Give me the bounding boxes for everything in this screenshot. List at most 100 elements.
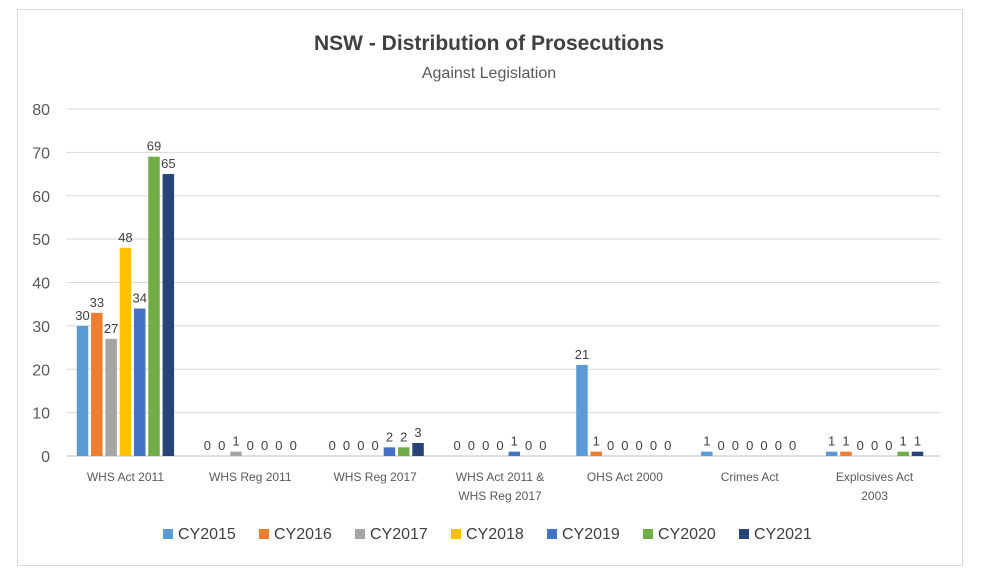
legend-label: CY2020 <box>658 526 716 543</box>
data-label: 0 <box>496 438 503 453</box>
x-tick-label: Crimes Act <box>721 470 780 484</box>
data-label: 0 <box>650 438 657 453</box>
bar <box>840 451 852 456</box>
data-label: 34 <box>132 291 146 306</box>
bar <box>590 451 603 456</box>
chart-frame <box>17 9 963 566</box>
data-label: 1 <box>900 434 907 449</box>
bar <box>508 451 521 456</box>
legend: CY2015 CY2016 CY2017 CY2018 CY2019 CY2020 CY20… <box>163 526 812 543</box>
data-label: 1 <box>842 434 849 449</box>
x-axis-ticks: WHS Act 2011 WHS Reg 2011 WHS Reg 2017 WHS … <box>87 470 914 503</box>
x-tick-label: 2003 <box>861 489 888 503</box>
legend-swatch <box>259 529 269 539</box>
legend-label: CY2017 <box>370 526 428 543</box>
legend-label: CY2018 <box>466 526 524 543</box>
legend-label: CY2021 <box>754 526 812 543</box>
legend-label: CY2016 <box>274 526 332 543</box>
bar <box>105 338 117 456</box>
bars <box>76 156 924 456</box>
data-label: 0 <box>871 438 878 453</box>
data-label: 48 <box>118 230 132 245</box>
data-label: 0 <box>885 438 892 453</box>
bar <box>148 156 160 456</box>
data-label: 27 <box>104 321 118 336</box>
x-tick-label: Explosives Act <box>836 470 914 484</box>
data-label: 3 <box>414 425 421 440</box>
bar <box>897 451 909 456</box>
data-label: 21 <box>575 347 589 362</box>
data-label: 2 <box>400 429 407 444</box>
data-label: 0 <box>775 438 782 453</box>
y-tick-label: 10 <box>32 406 50 423</box>
bar <box>576 364 588 456</box>
data-label: 1 <box>914 434 921 449</box>
bar <box>91 312 103 456</box>
legend-swatch <box>739 529 749 539</box>
data-label: 0 <box>525 438 532 453</box>
x-tick-label: WHS Reg 2017 <box>333 470 417 484</box>
x-tick-label: WHS Act 2011 & <box>456 470 544 484</box>
legend-swatch <box>547 529 557 539</box>
bar <box>701 451 713 456</box>
data-label: 0 <box>664 438 671 453</box>
data-label: 0 <box>621 438 628 453</box>
data-label: 0 <box>539 438 546 453</box>
data-label: 33 <box>90 295 104 310</box>
legend-item: CY2016 <box>259 526 332 543</box>
data-label: 69 <box>147 139 161 154</box>
data-label: 1 <box>593 434 600 449</box>
legend-item: CY2019 <box>547 526 620 543</box>
bar <box>911 451 924 456</box>
legend-swatch <box>163 529 173 539</box>
data-label: 0 <box>357 438 364 453</box>
legend-item: CY2017 <box>355 526 428 543</box>
data-label: 0 <box>218 438 225 453</box>
y-tick-label: 40 <box>32 276 50 293</box>
x-tick-label: WHS Act 2011 <box>87 470 164 484</box>
y-tick-label: 30 <box>32 319 50 336</box>
data-label: 0 <box>343 438 350 453</box>
data-label: 0 <box>717 438 724 453</box>
data-label: 1 <box>511 434 518 449</box>
data-label: 0 <box>636 438 643 453</box>
data-label: 0 <box>204 438 211 453</box>
bar <box>76 325 89 456</box>
legend-swatch <box>355 529 365 539</box>
x-tick-label: WHS Reg 2011 <box>209 470 292 484</box>
data-label: 0 <box>329 438 336 453</box>
data-label: 0 <box>468 438 475 453</box>
y-tick-label: 0 <box>41 449 50 466</box>
gridlines <box>66 108 940 457</box>
legend-label: CY2015 <box>178 526 236 543</box>
legend-swatch <box>643 529 653 539</box>
data-label: 0 <box>261 438 268 453</box>
data-label: 1 <box>828 434 835 449</box>
legend-swatch <box>451 529 461 539</box>
y-tick-label: 60 <box>32 189 50 206</box>
bar <box>119 247 132 456</box>
data-label: 0 <box>760 438 767 453</box>
y-tick-label: 50 <box>32 232 50 249</box>
bar <box>825 451 838 456</box>
bar <box>230 451 242 456</box>
x-tick-label: OHS Act 2000 <box>587 470 663 484</box>
y-tick-label: 70 <box>32 145 50 162</box>
data-label: 0 <box>372 438 379 453</box>
data-label: 0 <box>247 438 254 453</box>
bar <box>162 174 175 456</box>
data-label: 0 <box>453 438 460 453</box>
data-label: 0 <box>746 438 753 453</box>
legend-item: CY2021 <box>739 526 812 543</box>
y-tick-label: 20 <box>32 362 50 379</box>
legend-item: CY2020 <box>643 526 716 543</box>
data-label: 0 <box>607 438 614 453</box>
data-label: 0 <box>789 438 796 453</box>
chart-title: NSW - Distribution of Prosecutions <box>314 32 664 55</box>
data-label: 2 <box>386 429 393 444</box>
data-label: 65 <box>161 156 175 171</box>
bar <box>133 308 146 456</box>
bar <box>383 447 396 456</box>
chart-subtitle: Against Legislation <box>422 65 556 82</box>
